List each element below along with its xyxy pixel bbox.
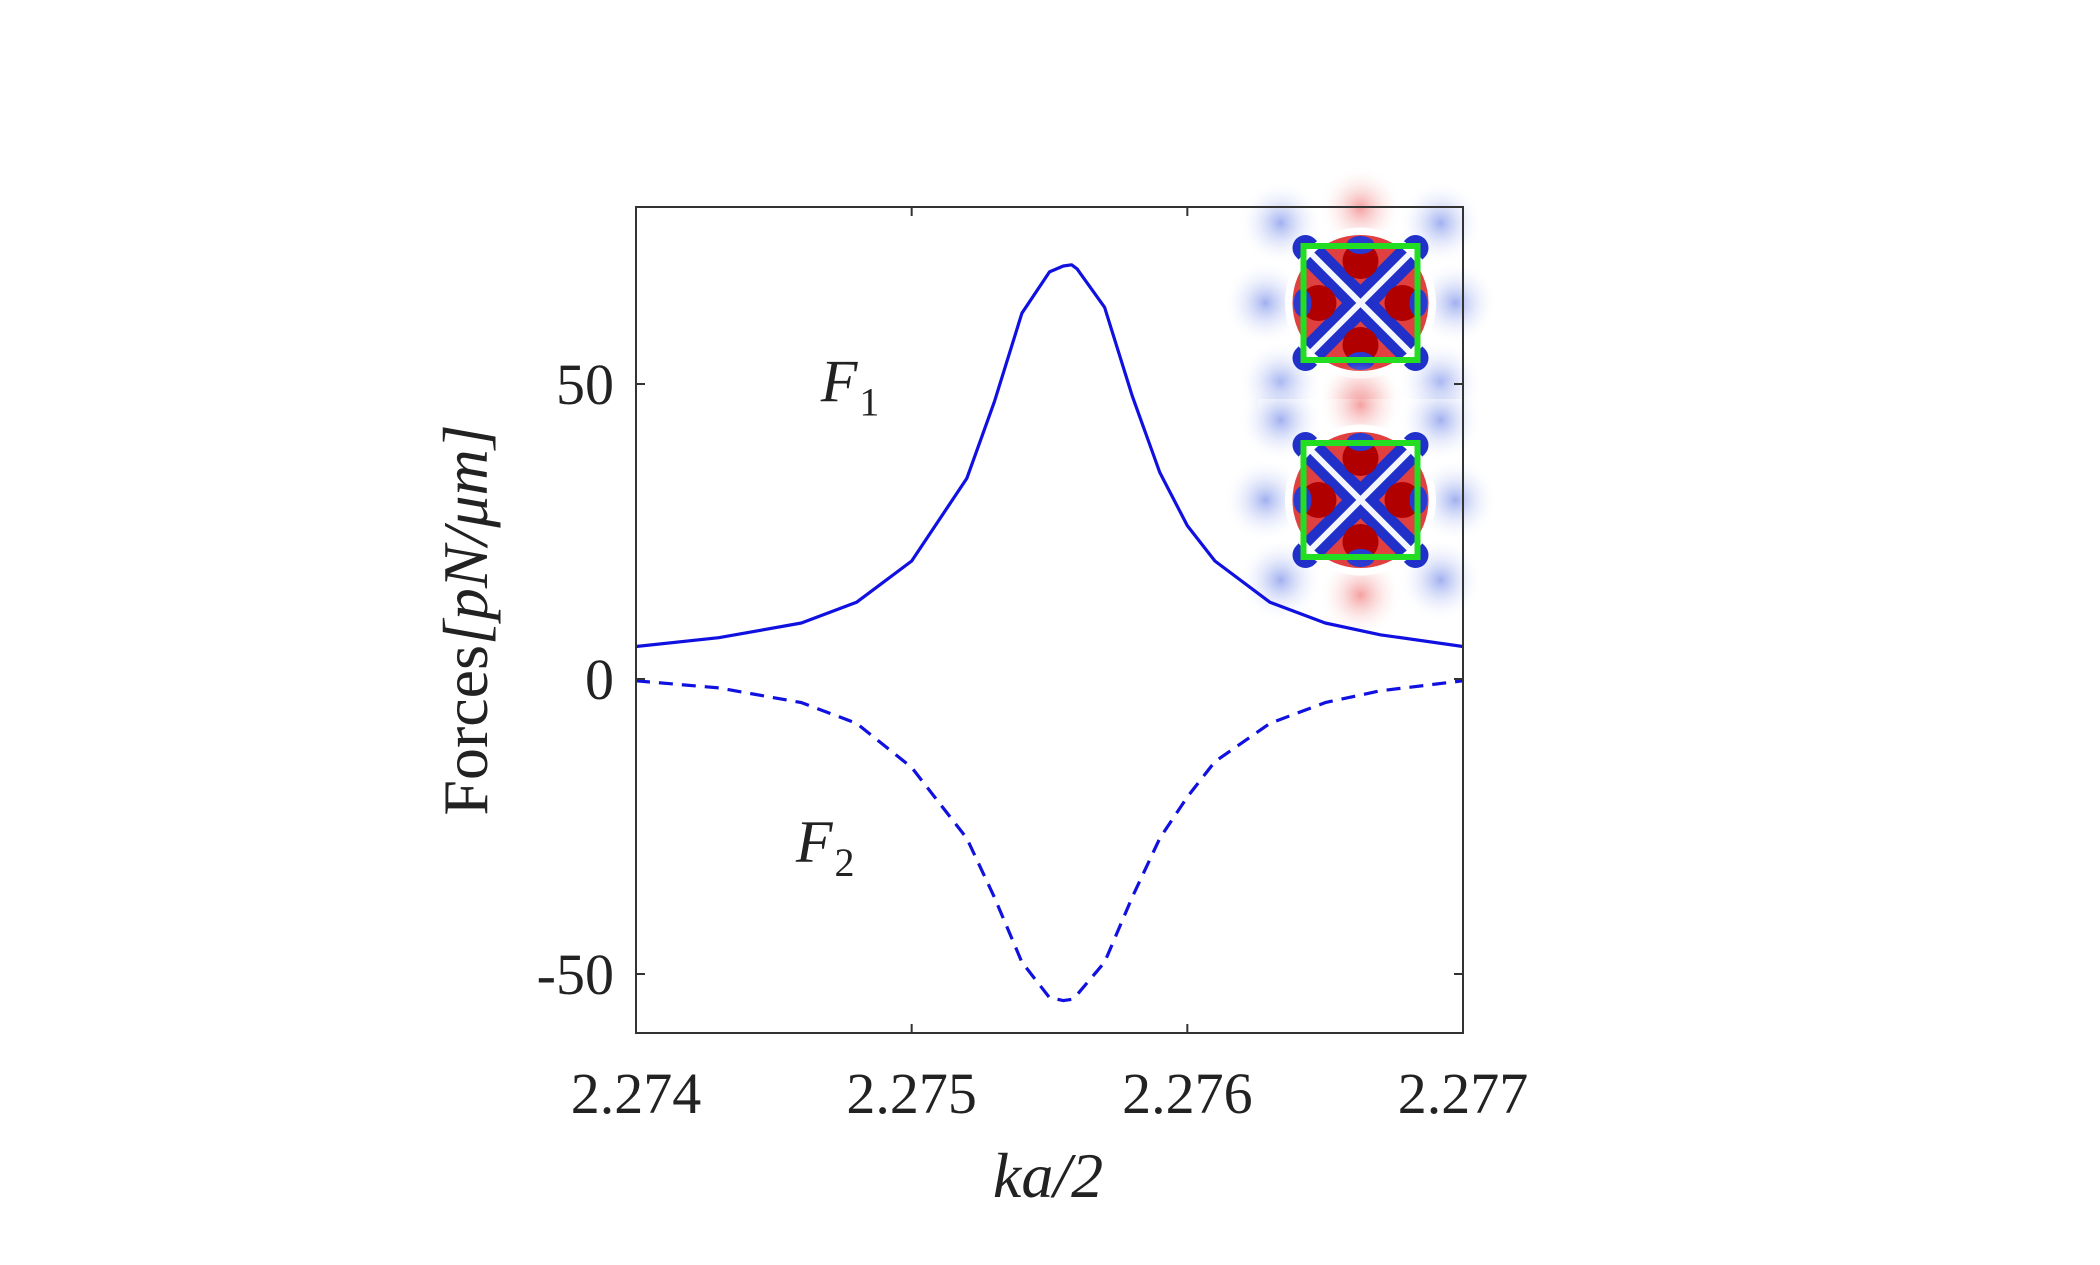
x-axis-title: ka/2 xyxy=(993,1140,1103,1211)
x-tick-labels: 2.274 2.275 2.276 2.277 xyxy=(571,1061,1529,1126)
x-tick-label: 2.274 xyxy=(571,1061,702,1126)
inset-square xyxy=(1300,440,1421,560)
y-tick-labels: -50 0 50 xyxy=(537,352,614,1007)
plot-frame xyxy=(635,206,1464,1034)
series-label-F1: F1 xyxy=(820,349,880,425)
series-line-F1 xyxy=(636,263,1463,649)
inset-red-lobe xyxy=(1342,524,1379,560)
inset-outer-lobe xyxy=(1413,261,1498,345)
series-label-F2: F2 xyxy=(795,809,855,885)
inset-red-lobe xyxy=(1300,285,1337,321)
x-tick-label: 2.277 xyxy=(1398,1061,1529,1126)
inset-panel-2 xyxy=(1223,363,1498,637)
inset-outer-lobe xyxy=(1223,458,1308,542)
inset-red-lobe xyxy=(1300,482,1337,518)
inset-field-maps xyxy=(1223,166,1498,637)
inset-cross-highlight xyxy=(1303,245,1418,361)
y-axis-title-unit: [pN/μm] xyxy=(430,424,501,645)
series-group xyxy=(636,263,1463,1003)
y-tick-label: -50 xyxy=(537,942,614,1007)
series-annotations: F1 F2 xyxy=(795,349,879,885)
series-line-F2 xyxy=(636,679,1463,1003)
y-axis-title-prefix: Forces xyxy=(430,645,501,816)
inset-red-lobe xyxy=(1384,482,1421,518)
ticks-group xyxy=(635,207,1464,1033)
inset-red-lobe xyxy=(1342,440,1379,476)
inset-ring xyxy=(1285,424,1436,576)
y-axis-title: Forces[pN/μm] xyxy=(430,424,501,815)
inset-red-lobe xyxy=(1342,327,1379,363)
inset-cross-highlight xyxy=(1303,442,1418,558)
inset-outer-lobe xyxy=(1413,458,1498,542)
inset-outer-lobe xyxy=(1223,261,1308,345)
x-tick-label: 2.276 xyxy=(1122,1061,1253,1126)
x-tick-label: 2.275 xyxy=(846,1061,977,1126)
inset-red-lobe xyxy=(1342,243,1379,279)
y-tick-label: 50 xyxy=(556,352,614,417)
inset-red-lobe xyxy=(1384,285,1421,321)
inset-outer-lobe xyxy=(1318,553,1403,637)
inset-square xyxy=(1300,243,1421,363)
y-tick-label: 0 xyxy=(585,647,614,712)
inset-outer-lobe xyxy=(1318,363,1403,447)
